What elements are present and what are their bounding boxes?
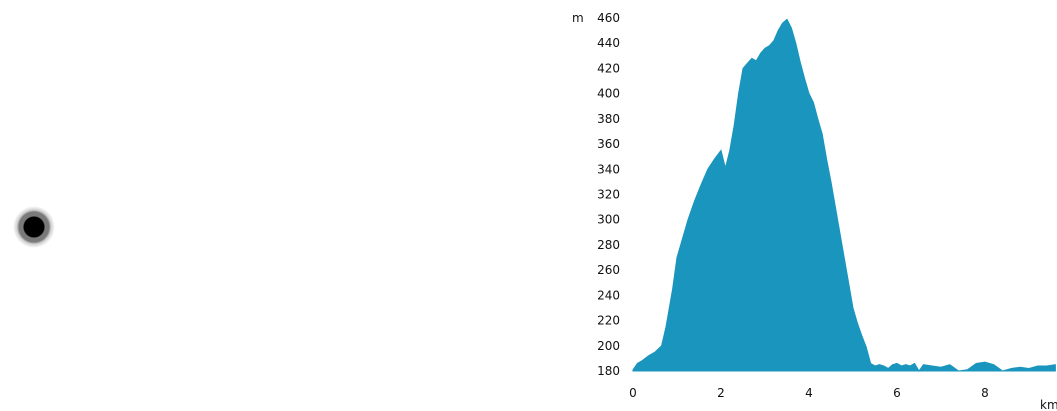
y-tick-label: 380 xyxy=(597,112,620,126)
x-axis: 0 2 4 6 8 xyxy=(629,386,989,400)
y-tick-label: 260 xyxy=(597,263,620,277)
y-tick-label: 280 xyxy=(597,238,620,252)
elevation-area xyxy=(632,18,1056,372)
y-tick-label: 200 xyxy=(597,339,620,353)
location-dot-icon[interactable] xyxy=(13,206,55,248)
x-tick-label: 6 xyxy=(893,386,901,400)
y-axis-unit: m xyxy=(572,11,584,25)
y-axis: 180 200 220 240 260 280 300 320 340 360 380 400 420 4… xyxy=(597,11,620,378)
x-tick-label: 8 xyxy=(981,386,989,400)
y-tick-label: 340 xyxy=(597,162,620,176)
y-tick-label: 360 xyxy=(597,137,620,151)
y-tick-label: 420 xyxy=(597,61,620,75)
y-tick-label: 300 xyxy=(597,213,620,227)
y-tick-label: 460 xyxy=(597,11,620,25)
plot-area xyxy=(632,18,1056,372)
y-tick-label: 180 xyxy=(597,364,620,378)
y-tick-label: 320 xyxy=(597,188,620,202)
y-tick-label: 440 xyxy=(597,36,620,50)
y-tick-label: 240 xyxy=(597,288,620,302)
x-tick-label: 2 xyxy=(717,386,725,400)
y-tick-label: 400 xyxy=(597,87,620,101)
x-tick-label: 0 xyxy=(629,386,637,400)
x-tick-label: 4 xyxy=(805,386,813,400)
x-axis-unit: km xyxy=(1040,398,1057,411)
y-tick-label: 220 xyxy=(597,314,620,328)
